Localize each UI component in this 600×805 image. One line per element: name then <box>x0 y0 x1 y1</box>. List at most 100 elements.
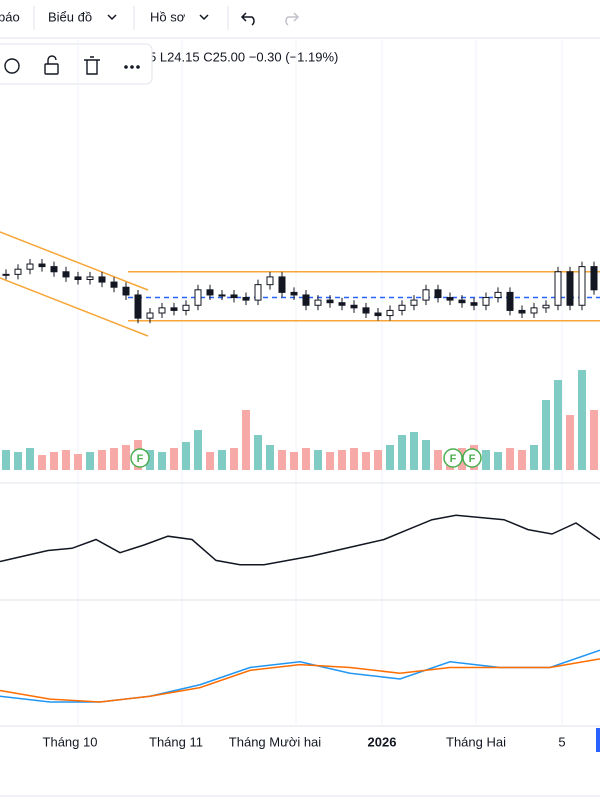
candle-body <box>62 271 70 278</box>
volume-bar <box>554 380 562 470</box>
candle-body <box>590 266 598 291</box>
candle-body <box>170 307 178 311</box>
candle-body <box>38 263 46 268</box>
volume-bar <box>278 450 286 470</box>
dropdown-icon <box>107 14 117 21</box>
candle-body <box>242 297 250 301</box>
candle-body <box>518 309 526 314</box>
volume-bar <box>170 448 178 470</box>
candle-body <box>26 263 34 270</box>
candle-body <box>458 299 466 304</box>
signal-line <box>0 658 600 703</box>
volume-bar <box>74 454 82 470</box>
candle-body <box>98 276 106 283</box>
event-marker-label: F <box>137 453 144 465</box>
time-highlight <box>596 728 600 752</box>
volume-bar <box>266 445 274 470</box>
candle-body <box>326 299 334 304</box>
candle-body <box>542 304 550 309</box>
candle-body <box>110 281 118 288</box>
volume-bar <box>86 452 94 470</box>
volume-bar <box>2 450 10 470</box>
candle-body <box>122 286 130 296</box>
candle-body <box>86 276 94 280</box>
candle-body <box>554 271 562 306</box>
candle-body <box>422 289 430 301</box>
candle-body <box>302 294 310 306</box>
lock-button[interactable] <box>44 63 59 75</box>
time-label: Tháng 10 <box>43 734 98 749</box>
candle-body <box>50 266 58 273</box>
trend-channel <box>0 231 149 337</box>
volume-bar <box>338 450 346 470</box>
time-label: 5 <box>558 734 565 749</box>
candle-body <box>182 304 190 311</box>
candle-body <box>134 294 142 319</box>
candle-body <box>446 297 454 301</box>
volume-bar <box>590 410 598 470</box>
volume-bar <box>194 430 202 470</box>
volume-bar <box>494 452 502 470</box>
candle-body <box>2 273 10 276</box>
time-label: Tháng 11 <box>149 734 203 749</box>
volume-bar <box>482 450 490 470</box>
redo-button[interactable] <box>285 12 300 26</box>
volume-bar <box>230 448 238 470</box>
candle-body <box>374 312 382 317</box>
volume-bar <box>506 448 514 470</box>
time-label: Tháng Mười hai <box>229 734 321 749</box>
dropdown-icon <box>199 14 209 21</box>
candle-body <box>74 276 82 280</box>
event-marker-label: F <box>450 453 457 465</box>
candle-body <box>410 299 418 306</box>
candle-body <box>290 291 298 296</box>
toolbar-item[interactable]: Biểu đồ <box>48 9 92 24</box>
candle-body <box>14 268 22 275</box>
volume-bar <box>110 448 118 470</box>
volume-bar <box>38 455 46 470</box>
volume-bar <box>242 410 250 470</box>
toolbar-item[interactable]: Hồ sơ <box>150 9 186 24</box>
ohlc-legend: 5 L24.15 C25.00 −0.30 (−1.19%) <box>149 49 338 64</box>
volume-bar <box>206 452 214 470</box>
candle-body <box>530 307 538 314</box>
volume-bar <box>302 448 310 470</box>
candle-body <box>146 312 154 319</box>
volume-bar <box>398 435 406 470</box>
volume-bar <box>434 450 442 470</box>
volume-bar <box>182 442 190 470</box>
time-label: Tháng Hai <box>446 734 506 749</box>
volume-bar <box>362 452 370 470</box>
event-marker <box>443 448 463 468</box>
settings-button[interactable] <box>4 58 20 74</box>
volume-bar <box>50 452 58 470</box>
volume-bar <box>386 445 394 470</box>
candle-body <box>494 291 502 299</box>
volume-bar <box>314 450 322 470</box>
candle-body <box>398 304 406 311</box>
volume-bar <box>26 448 34 470</box>
volume-bar <box>158 452 166 470</box>
candle-body <box>206 289 214 296</box>
volume-bar <box>374 450 382 470</box>
delete-button[interactable] <box>84 56 100 75</box>
volume-bar <box>290 452 298 470</box>
volume-bar <box>410 432 418 470</box>
candle-body <box>566 271 574 306</box>
candle-body <box>338 302 346 306</box>
undo-button[interactable] <box>240 12 255 26</box>
volume-bar <box>146 450 154 470</box>
toolbar-item[interactable]: báo <box>0 9 20 24</box>
volume-bar <box>62 450 70 470</box>
candle-body <box>194 289 202 306</box>
candle-body <box>158 307 166 314</box>
candle-body <box>266 276 274 286</box>
lock-shackle <box>47 55 57 64</box>
candle-body <box>254 284 262 301</box>
candle-body <box>578 266 586 306</box>
candle-body <box>470 302 478 306</box>
volume-bar <box>566 415 574 470</box>
candle-body <box>386 309 394 317</box>
candle-body <box>482 297 490 306</box>
candle-body <box>362 307 370 314</box>
